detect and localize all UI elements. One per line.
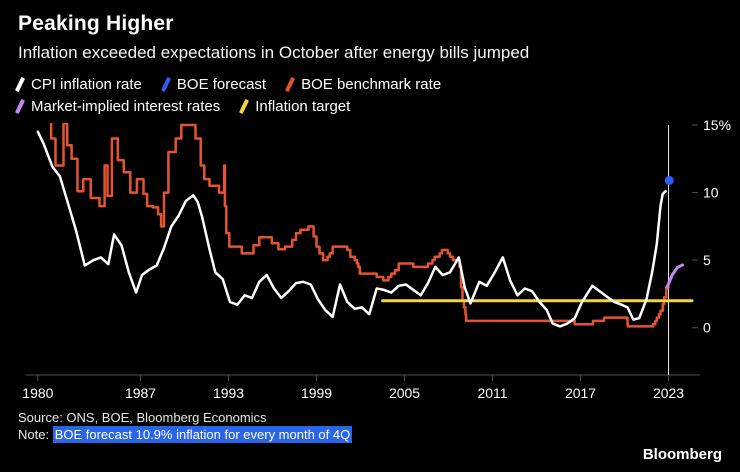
- x-tick-label: 1993: [213, 385, 244, 401]
- legend-row-1: CPI inflation rate BOE forecast BOE benchm…: [14, 76, 722, 93]
- legend-item: Inflation target: [239, 98, 351, 115]
- y-tick-label: 5: [703, 252, 711, 268]
- chart-title: Peaking Higher: [18, 12, 174, 35]
- legend-item: BOE forecast: [160, 76, 267, 93]
- x-tick-label: 1980: [22, 385, 53, 401]
- legend-slash-icon: [14, 76, 26, 93]
- bloomberg-logo: Bloomberg: [642, 446, 722, 463]
- legend-slash-icon: [160, 76, 171, 93]
- point-boe-forecast: [664, 175, 674, 185]
- legend-label: BOE forecast: [176, 76, 267, 93]
- legend-label: BOE benchmark rate: [301, 76, 442, 93]
- x-tick-label: 2011: [477, 385, 507, 401]
- series-group: [36, 123, 694, 328]
- legend-item: BOE benchmark rate: [285, 76, 442, 93]
- series-market-implied-interest-rates: [665, 263, 684, 289]
- y-tick-label: 10: [703, 185, 719, 201]
- chart-svg: 1980 1987 1993 1999 2005 2011 2017 2023 0 5 10 15%: [22, 117, 731, 401]
- x-tick-label: 2017: [565, 385, 596, 401]
- note-line: Note: BOE forecast 10.9% inflation for e…: [18, 426, 722, 443]
- legend-item: Market-implied interest rates: [14, 98, 221, 115]
- note-highlighted-text: BOE forecast 10.9% inflation for every m…: [52, 426, 353, 443]
- legend-slash-icon: [285, 76, 296, 93]
- x-tick-label: 1987: [125, 385, 156, 401]
- x-tick-label: 2005: [389, 385, 420, 401]
- note-prefix: Note:: [18, 427, 53, 442]
- source-line: Source: ONS, BOE, Bloomberg Economics: [18, 410, 267, 425]
- legend-slash-icon: [14, 98, 26, 115]
- legend-slash-icon: [239, 98, 250, 115]
- series-boe-benchmark-rate: [49, 123, 670, 328]
- legend-row-2: Market-implied interest rates Inflation t…: [14, 98, 722, 115]
- legend: CPI inflation rate BOE forecast BOE benchm…: [14, 76, 722, 115]
- y-tick-label: 0: [703, 320, 711, 336]
- chart-footer: Source: ONS, BOE, Bloomberg Economics No…: [0, 407, 740, 443]
- x-tick-label: 2023: [653, 385, 684, 401]
- legend-label: CPI inflation rate: [31, 76, 142, 93]
- legend-item: CPI inflation rate: [14, 76, 142, 93]
- x-tick-label: 1999: [301, 385, 332, 401]
- legend-label: Inflation target: [255, 98, 351, 115]
- chart-subtitle: Inflation exceeded expectations in Octob…: [18, 43, 530, 62]
- legend-label: Market-implied interest rates: [31, 98, 221, 115]
- chart-header: Peaking Higher Inflation exceeded expect…: [0, 0, 740, 115]
- series-cpi-inflation-rate: [36, 130, 667, 328]
- y-tick-label: 15%: [703, 117, 731, 133]
